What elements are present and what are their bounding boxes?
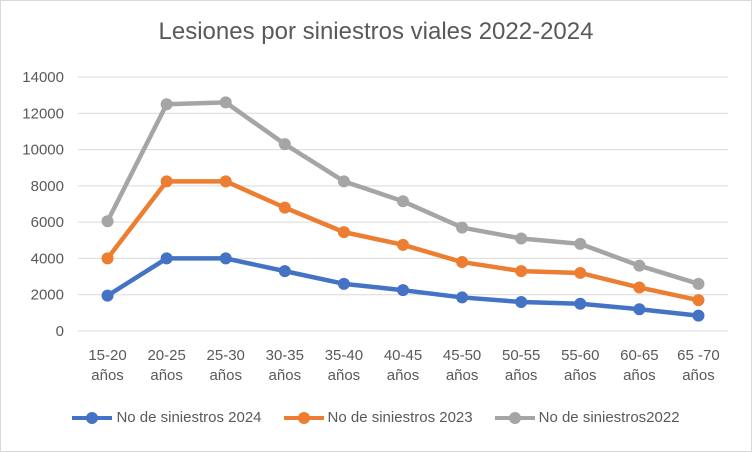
- x-tick-label: 35-40 años: [325, 347, 363, 384]
- data-point: [692, 277, 705, 290]
- data-point: [219, 252, 232, 265]
- data-point: [101, 215, 114, 228]
- data-point: [337, 277, 350, 290]
- data-point: [515, 232, 528, 245]
- data-point: [397, 195, 409, 208]
- x-tick-label: 20-25 años: [147, 347, 185, 384]
- legend-item: No de siniestros 2023: [283, 409, 473, 426]
- data-point: [515, 295, 528, 308]
- x-tick-label: 15-20 años: [88, 347, 126, 384]
- data-point: [692, 309, 705, 322]
- legend: No de siniestros 2024 No de siniestros 20…: [0, 409, 752, 426]
- data-point: [397, 238, 409, 251]
- legend-label: No de siniestros2022: [538, 409, 680, 426]
- data-point: [337, 175, 350, 188]
- y-tick-label: 12000: [22, 105, 64, 122]
- legend-label: No de siniestros 2024: [116, 409, 262, 426]
- y-tick-label: 6000: [31, 214, 64, 231]
- data-point: [456, 291, 469, 304]
- data-point: [219, 96, 232, 109]
- data-point: [574, 237, 587, 250]
- data-point: [574, 266, 587, 279]
- x-tick-label: 30-35 años: [266, 347, 304, 384]
- x-tick-label: 40-45 años: [384, 347, 422, 384]
- legend-marker-icon: [283, 411, 324, 424]
- data-point: [456, 221, 469, 234]
- legend-item: No de siniestros2022: [494, 409, 680, 426]
- data-point: [633, 259, 646, 272]
- data-point: [160, 252, 173, 265]
- y-tick-label: 8000: [31, 178, 64, 195]
- x-tick-label: 60-65 años: [620, 347, 658, 384]
- data-point: [397, 284, 409, 297]
- data-point: [101, 289, 114, 302]
- data-point: [219, 175, 232, 188]
- legend-marker-icon: [72, 411, 113, 424]
- legend-label: No de siniestros 2023: [327, 409, 473, 426]
- data-point: [101, 252, 114, 265]
- data-point: [515, 265, 528, 278]
- data-point: [160, 98, 173, 111]
- x-tick-label: 50-55 años: [502, 347, 540, 384]
- data-point: [692, 294, 705, 307]
- data-point: [633, 303, 646, 316]
- data-point: [278, 265, 291, 278]
- y-tick-label: 10000: [22, 142, 64, 159]
- y-tick-label: 0: [56, 323, 64, 340]
- data-point: [574, 297, 587, 310]
- data-point: [456, 256, 469, 269]
- data-point: [337, 226, 350, 239]
- data-point: [633, 281, 646, 294]
- y-tick-label: 2000: [31, 287, 64, 304]
- data-point: [278, 138, 291, 151]
- data-point: [160, 175, 173, 188]
- y-tick-label: 4000: [31, 250, 64, 267]
- legend-item: No de siniestros 2024: [72, 409, 262, 426]
- x-tick-label: 45-50 años: [443, 347, 481, 384]
- x-tick-label: 65 -70 años: [677, 347, 720, 384]
- chart-title: Lesiones por siniestros viales 2022-2024: [158, 18, 594, 45]
- data-point: [278, 201, 291, 214]
- y-tick-label: 14000: [22, 69, 64, 86]
- x-tick-label: 25-30 años: [207, 347, 245, 384]
- x-tick-label: 55-60 años: [561, 347, 599, 384]
- legend-marker-icon: [494, 411, 535, 424]
